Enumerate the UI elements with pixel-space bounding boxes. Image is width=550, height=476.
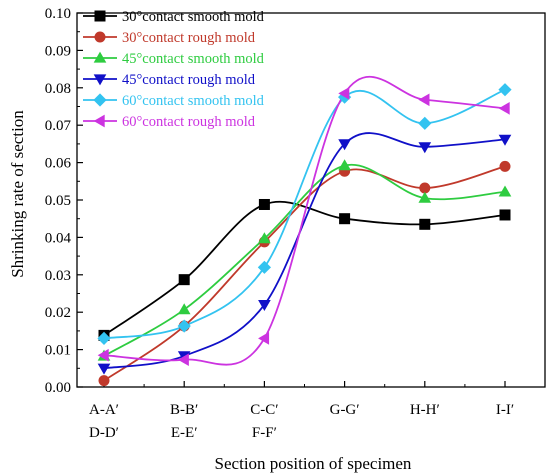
data-point [499,160,511,172]
legend-item: 60°contact smooth mold [83,93,265,109]
legend-item: 30°contact smooth mold [83,9,265,25]
y-tick-label: 0.04 [45,230,72,246]
x-axis: A-A′ D-D′ B-B′ E-E′ C-C′ F-F′ G-G′ H-H′ I-I′ [89,381,514,441]
legend-item: 45°contact rough mold [83,72,256,88]
legend-swatch-marker [93,114,105,128]
y-tick-label: 0.08 [45,81,71,97]
y-tick-label: 0.05 [45,193,71,209]
legend-item: 30°contact rough mold [83,30,256,46]
y-axis: 0.00 0.01 0.02 0.03 0.04 0.05 0.06 0.07 0.08 0.09… [45,6,83,396]
data-point [258,198,270,210]
data-point [418,116,432,130]
series-marker-group [97,87,510,367]
legend-swatch-marker [93,93,107,107]
data-point [177,303,191,315]
y-tick-label: 0.10 [45,6,71,22]
plot-frame [76,12,546,388]
series-markers [97,83,512,387]
data-point [418,93,430,107]
data-point [338,159,351,171]
data-point [257,260,271,274]
y-tick-label: 0.07 [45,118,72,134]
legend-swatch-marker [93,51,107,63]
data-point [258,232,271,244]
data-point [97,363,111,375]
x-tick-label: D-D′ [89,425,119,441]
data-point [498,102,510,115]
data-point [338,87,350,100]
legend-item: 45°contact smooth mold [83,51,265,67]
x-tick-label: E-E′ [171,425,198,441]
y-tick-label: 0.06 [45,156,72,172]
series-marker-group [97,134,512,375]
legend-label: 30°contact rough mold [122,30,256,46]
x-tick-label: F-F′ [252,425,277,441]
series-line [103,163,506,357]
data-point [258,332,270,345]
data-point [258,300,271,312]
y-axis-title: Shrinking rate of section [8,110,27,278]
data-point [177,353,189,367]
data-point [178,274,190,286]
y-tick-label: 0.03 [45,268,71,284]
data-point [498,83,512,97]
data-point [499,209,511,221]
legend-label: 45°contact smooth mold [122,51,265,67]
x-tick-label: B-B′ [170,402,198,418]
x-tick-label: H-H′ [410,402,440,418]
series-line [103,165,506,382]
data-point [177,319,191,333]
data-point [98,375,110,387]
x-tick-label: I-I′ [496,402,514,418]
x-axis-title: Section position of specimen [215,454,412,473]
y-tick-label: 0.01 [45,343,71,359]
data-point [498,134,512,146]
data-point [418,142,432,154]
y-tick-label: 0.00 [45,380,71,396]
data-point [498,185,512,197]
legend-label: 45°contact rough mold [122,72,256,88]
plot-border [76,12,546,388]
y-tick-label: 0.09 [45,43,71,59]
legend-label: 30°contact smooth mold [122,9,265,25]
x-tick-label: G-G′ [330,402,360,418]
y-tick-label: 0.02 [45,305,71,321]
series-marker-group [97,83,512,345]
legend-swatch-marker [94,31,106,43]
legend-label: 60°contact rough mold [122,114,256,130]
legend: 30°contact smooth mold 30°contact rough m… [83,9,265,130]
data-point [97,331,111,345]
series-marker-group [97,159,512,361]
legend-item: 60°contact rough mold [83,114,256,130]
x-tick-label: A-A′ [89,402,119,418]
x-tick-label: C-C′ [250,402,278,418]
data-point [418,191,432,203]
data-point [97,348,109,362]
data-point [419,218,431,230]
data-point [338,90,352,104]
legend-swatch-marker [94,10,106,22]
data-point [419,182,431,194]
data-point [338,139,351,151]
legend-label: 60°contact smooth mold [122,93,265,109]
legend-swatch-marker [93,74,107,86]
data-point [339,213,351,225]
